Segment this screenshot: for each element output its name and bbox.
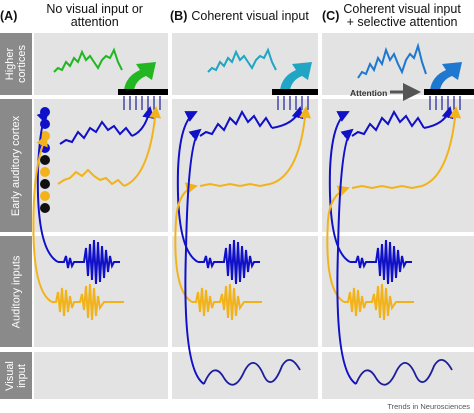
ascending-blue-a (36, 110, 59, 263)
row-label-visual-input: Visual input (0, 352, 32, 399)
panel-c-tag: (C) (322, 8, 340, 23)
panel-c (326, 42, 474, 386)
higher-cortex-arrow-b (280, 62, 312, 90)
panel-backgrounds (34, 33, 474, 399)
panel-b-title: Coherent visual input (191, 8, 309, 23)
ascending-yellow-c (326, 185, 350, 303)
auditory-blue-wave-a (58, 239, 120, 285)
higher-cortex-response-c (357, 42, 427, 79)
panel-b (174, 47, 318, 386)
ascending-blue-b (176, 111, 199, 263)
auditory-yellow-wave-b (192, 283, 262, 321)
neuron-column-a (40, 107, 50, 213)
early-response-yellow-b (199, 182, 271, 188)
auditory-yellow-wave-a (52, 283, 124, 321)
panel-c-title: Coherent visual input + selective attent… (343, 2, 461, 29)
panel-a-tag: (A) (0, 8, 18, 23)
visual-to-cortex-c (336, 128, 357, 385)
early-response-yellow-c (351, 184, 423, 190)
early-response-blue-c (351, 109, 425, 137)
auditory-blue-wave-b (198, 239, 260, 285)
panel-c-header: (C) Coherent visual input + selective at… (322, 0, 474, 32)
higher-cortex-arrow-c (430, 62, 462, 90)
visual-to-cortex-b (184, 128, 205, 385)
panel-a-title: No visual input or attention (46, 2, 143, 29)
feed-yellow-a (123, 106, 162, 187)
attention-label: Attention (350, 88, 388, 98)
feed-blue-b (271, 106, 304, 129)
feed-yellow-c (421, 106, 462, 187)
panel-a (32, 47, 168, 321)
auditory-yellow-wave-c (344, 283, 414, 321)
early-response-blue-b (199, 109, 273, 137)
neuron-bar-a (118, 89, 168, 95)
input-ticks-b (277, 96, 309, 110)
panel-a-header: (A) No visual input or attention (0, 0, 168, 32)
feed-yellow-b (269, 106, 312, 185)
early-response-blue-a (59, 120, 133, 145)
panel-b-header: (B) Coherent visual input (170, 0, 320, 32)
early-response-yellow-a (57, 168, 125, 187)
higher-cortex-arrow-a (124, 62, 156, 90)
ascending-blue-c (328, 111, 351, 263)
panel-b-tag: (B) (170, 8, 188, 23)
higher-cortex-response-a (53, 47, 123, 73)
row-label-early-auditory-cortex: Early auditory cortex (0, 99, 32, 232)
auditory-blue-wave-c (350, 239, 412, 285)
higher-cortex-response-b (207, 47, 277, 73)
neuron-bar-b (272, 89, 318, 95)
visual-input-wave-c (355, 359, 453, 386)
ascending-yellow-a (32, 134, 53, 303)
neuron-bar-c (424, 89, 474, 95)
row-label-auditory-inputs: Auditory inputs (0, 236, 32, 347)
ascending-yellow-b (174, 182, 198, 303)
visual-input-wave-b (203, 359, 301, 386)
journal-credit: Trends in Neurosciences (387, 402, 470, 411)
row-label-higher-cortices: Higher cortices (0, 33, 32, 95)
